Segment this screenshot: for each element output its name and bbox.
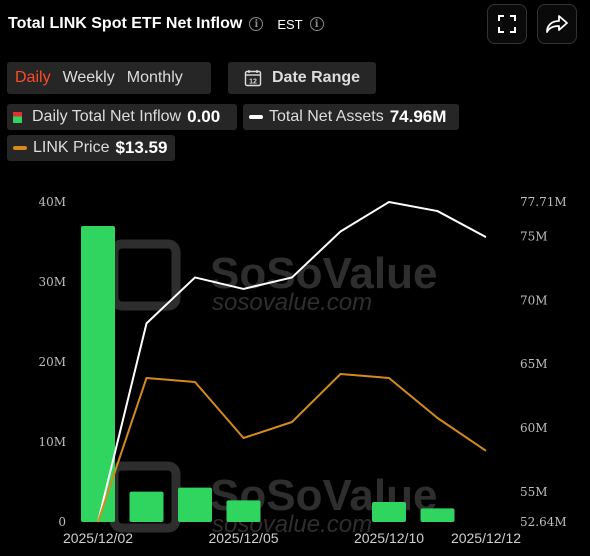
fullscreen-icon [498,15,516,33]
inflow-bars [81,226,455,522]
right-axis: 52.64M 55M 60M 65M 70M 75M 77.71M [520,195,567,529]
date-range-label: Date Range [272,69,361,86]
x-tick-label: 2025/12/10 [354,530,424,546]
x-tick-label: 2025/12/12 [451,530,521,546]
share-icon [546,15,568,33]
calendar-icon: 12 [244,70,262,87]
timezone-info-icon[interactable]: i [309,17,324,31]
header: Total LINK Spot ETF Net Inflow i EST i [8,8,324,40]
price-line [97,373,487,523]
left-tick-label: 30M [38,275,66,289]
watermark-logo-icon [109,239,181,311]
legend-inflow[interactable]: Daily Total Net Inflow 0.00 [7,104,237,130]
left-axis: 0 10M 20M 30M 40M [38,195,66,529]
inflow-bar [420,508,455,522]
timezone-label: EST [277,16,303,32]
right-tick-label: 65M [520,357,548,371]
info-icon[interactable]: i [249,17,264,31]
legend-price-value: $13.59 [115,138,168,157]
right-tick-label: 70M [520,293,548,307]
inflow-bar [178,487,212,522]
tab-daily[interactable]: Daily [15,69,51,86]
tab-weekly[interactable]: Weekly [62,69,115,86]
legend-price[interactable]: LINK Price $13.59 [7,135,175,161]
legend-assets-label: Total Net Assets [269,108,384,125]
inflow-bar [129,491,164,522]
inflow-bar [226,500,261,522]
right-tick-label: 77.71M [520,195,567,209]
assets-swatch [249,115,263,119]
x-tick-label: 2025/12/02 [63,530,133,546]
inflow-bar [81,226,115,522]
calendar-icon-text: 12 [249,79,257,86]
tab-monthly[interactable]: Monthly [126,69,183,86]
fullscreen-button[interactable] [487,4,527,44]
legend-inflow-value: 0.00 [187,107,221,126]
watermarks: SoSoValuesosovalue.comSoSoValuesosovalue… [109,239,437,538]
x-axis: 2025/12/02 2025/12/05 2025/12/10 2025/12/12 [63,530,521,546]
inflow-swatch [13,111,22,123]
chart-title: Total LINK Spot ETF Net Inflow [8,15,243,32]
share-button[interactable] [537,4,577,44]
inflow-bar [372,502,406,522]
right-tick-label: 60M [520,421,548,435]
chart-lines [97,201,487,523]
right-tick-label: 75M [520,230,548,244]
left-tick-label: 10M [38,435,66,449]
period-tabs: Daily Weekly Monthly [7,62,211,94]
legend-assets-value: 74.96M [389,107,447,126]
left-tick-label: 20M [38,355,66,369]
legend-assets[interactable]: Total Net Assets 74.96M [243,104,459,130]
assets-line [97,201,487,523]
left-tick-label: 40M [38,195,66,209]
date-range-button[interactable]: 12 Date Range [228,62,376,94]
watermark-brand: SoSoValue [210,249,437,298]
right-tick-label: 52.64M [520,515,567,529]
right-tick-label: 55M [520,485,548,499]
x-tick-label: 2025/12/05 [208,530,278,546]
legend-price-label: LINK Price [33,139,110,156]
price-swatch [13,146,27,150]
left-tick-label: 0 [58,515,66,529]
watermark-url: sosovalue.com [212,289,372,316]
legend-inflow-label: Daily Total Net Inflow [32,108,182,125]
